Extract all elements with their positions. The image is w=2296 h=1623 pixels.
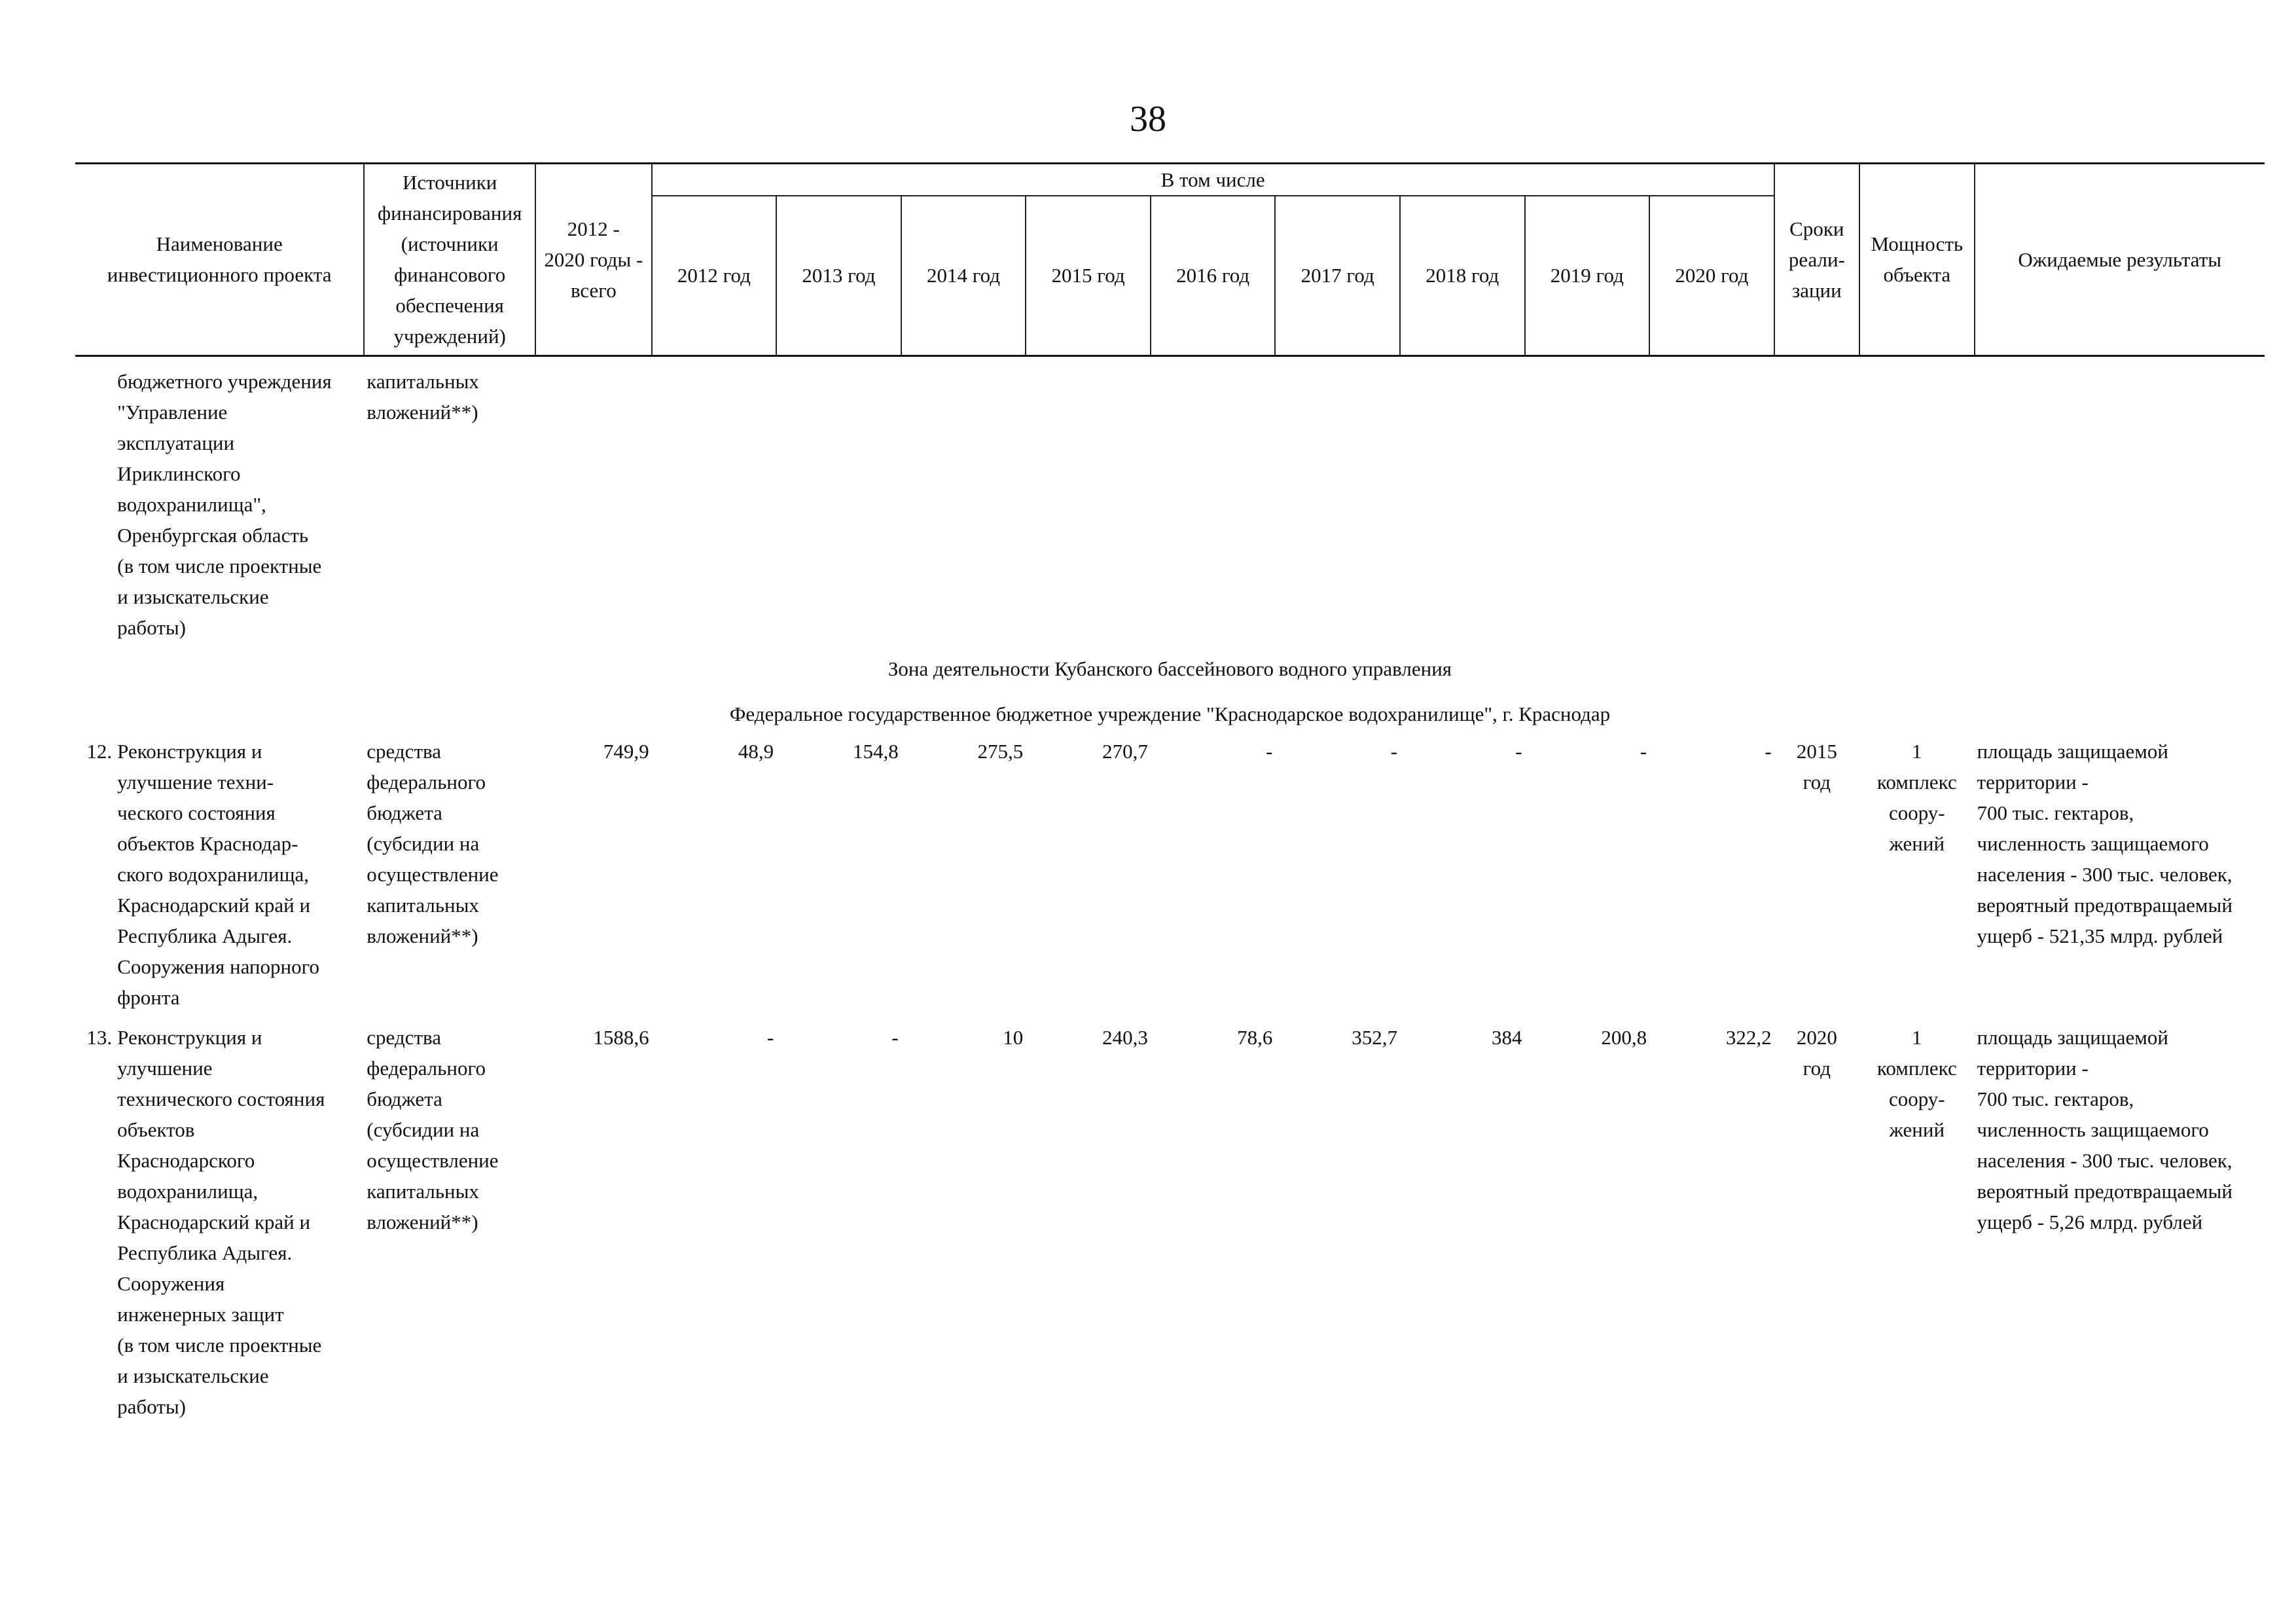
header-year-2017: 2017 год — [1274, 196, 1401, 357]
institution-title: Федеральное государственное бюджетное уч… — [729, 702, 1611, 725]
year-value: - — [1515, 739, 1522, 763]
continuation-source: капитальных вложений**) — [367, 369, 479, 424]
continuation-name: бюджетного учреждения "Управление эксплу… — [117, 369, 332, 639]
header-source: Источники финансирования (источники фина… — [363, 162, 537, 357]
year-value: 48,9 — [738, 739, 774, 763]
term-value: 2015 год — [1796, 739, 1837, 793]
funding-source: средства федерального бюджета (субсидии … — [367, 739, 499, 947]
year-value: 240,3 — [1102, 1025, 1148, 1049]
year-value: - — [1765, 739, 1772, 763]
header-year-2014: 2014 год — [900, 196, 1027, 357]
table-row: 13. Реконструкция и улучшение техническо… — [75, 1022, 2265, 1422]
header-total: 2012 - 2020 годы - всего — [535, 162, 653, 357]
year-value: 78,6 — [1237, 1025, 1273, 1049]
year-value: - — [891, 1025, 899, 1049]
header-year-2018: 2018 год — [1399, 196, 1526, 357]
year-value: 384 — [1492, 1025, 1522, 1049]
header-capacity: Мощность объекта — [1859, 162, 1975, 357]
expected-results: площадь защищаемой территории - 700 тыс.… — [1977, 739, 2233, 947]
header-year-2015: 2015 год — [1025, 196, 1151, 357]
year-value: 154,8 — [852, 739, 899, 763]
table-row-continuation: бюджетного учреждения "Управление эксплу… — [75, 366, 2265, 643]
table-header: Наименование инвестиционного проекта Ист… — [75, 162, 2265, 357]
header-year-2013: 2013 год — [776, 196, 902, 357]
year-value: 200,8 — [1601, 1025, 1647, 1049]
institution-row: Федеральное государственное бюджетное уч… — [75, 691, 2265, 736]
row-index: 12. — [86, 739, 113, 763]
year-value: - — [766, 1025, 774, 1049]
capacity-value: 1 комплекс соору- жений — [1876, 1025, 1957, 1141]
funding-source: средства федерального бюджета (субсидии … — [367, 1025, 499, 1233]
investment-table: Наименование инвестиционного проекта Ист… — [75, 162, 2265, 1422]
section-row: Зона деятельности Кубанского бассейновог… — [75, 643, 2265, 691]
header-results: Ожидаемые результаты — [1973, 162, 2265, 357]
page-number: 38 — [1130, 99, 1166, 139]
header-year-2020: 2020 год — [1649, 196, 1774, 357]
total-value: 1588,6 — [593, 1025, 649, 1049]
project-name: Реконструкция и улучшение технического с… — [117, 1025, 325, 1418]
capacity-value: 1 комплекс соору- жений — [1876, 739, 1957, 855]
header-term: Сроки реали- зации — [1773, 162, 1861, 357]
row-index: 13. — [86, 1025, 113, 1049]
header-name: Наименование инвестиционного проекта — [75, 162, 365, 357]
project-name: Реконструкция и улучшение техни- ческого… — [117, 739, 320, 1009]
year-value: 322,2 — [1725, 1025, 1772, 1049]
expected-results: площадь защищаемой территории - 700 тыс.… — [1977, 1025, 2233, 1233]
section-title: Зона деятельности Кубанского бассейновог… — [888, 657, 1452, 680]
year-value: - — [1390, 739, 1397, 763]
year-value: 352,7 — [1352, 1025, 1397, 1049]
year-value: 270,7 — [1102, 739, 1148, 763]
header-year-2016: 2016 год — [1149, 196, 1276, 357]
year-value: - — [1640, 739, 1647, 763]
table-row: 12. Реконструкция и улучшение техни- чес… — [75, 736, 2265, 1013]
term-value: 2020 год — [1796, 1025, 1837, 1080]
year-value: - — [1266, 739, 1273, 763]
header-year-2012: 2012 год — [651, 196, 778, 357]
header-including: В том числе — [651, 162, 1775, 196]
header-year-2019: 2019 год — [1524, 196, 1651, 357]
year-value: 10 — [1003, 1025, 1024, 1049]
year-value: 275,5 — [977, 739, 1024, 763]
total-value: 749,9 — [603, 739, 649, 763]
